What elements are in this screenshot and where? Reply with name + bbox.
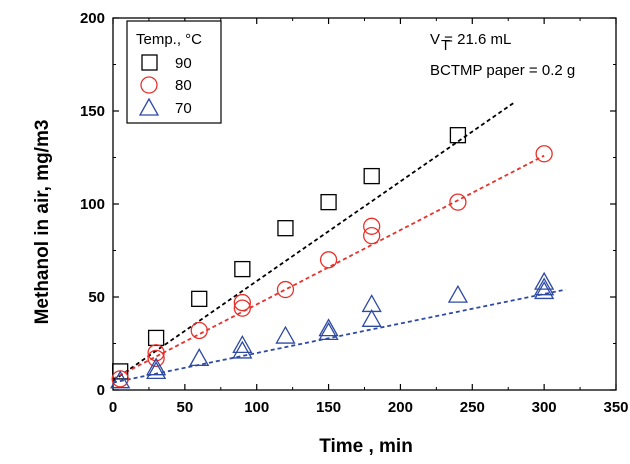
legend: Temp., °C 90 80 70 — [126, 20, 222, 124]
marker-triangle-70 — [110, 370, 131, 389]
marker-triangle-70 — [534, 271, 555, 290]
marker-triangle-70 — [361, 308, 382, 327]
y-tick-label: 150 — [80, 103, 105, 120]
marker-triangle-70 — [232, 335, 253, 354]
x-tick-label: 200 — [388, 399, 413, 416]
marker-triangle-70 — [275, 325, 296, 344]
marker-circle-80 — [233, 293, 251, 312]
x-tick-label: 250 — [460, 399, 485, 416]
y-tick-label: 200 — [80, 10, 105, 27]
annotation-paper: BCTMP paper = 0.2 g — [430, 62, 575, 79]
marker-square-90 — [320, 193, 337, 211]
fit-line-80 — [112, 154, 545, 380]
fit-line-90 — [112, 100, 516, 382]
annotation-volume-subscript: T — [441, 37, 450, 54]
marker-square-90 — [112, 363, 129, 380]
fit-line-70 — [112, 288, 566, 384]
legend-label-70: 70 — [175, 100, 192, 117]
legend-marker-square — [141, 54, 158, 71]
marker-circle-80 — [319, 251, 338, 269]
legend-label-80: 80 — [175, 77, 192, 94]
x-tick-label: 350 — [603, 399, 628, 416]
y-axis-label: Methanol in air, mg/m3 — [32, 120, 53, 325]
legend-title: Temp., °C — [136, 31, 202, 48]
marker-circle-80 — [363, 217, 381, 235]
marker-square-90 — [191, 290, 208, 308]
legend-marker-circle — [140, 76, 158, 94]
marker-circle-80 — [233, 299, 251, 317]
marker-circle-80 — [449, 193, 467, 211]
marker-triangle-70 — [534, 277, 555, 296]
marker-triangle-70 — [318, 322, 339, 340]
marker-circle-80 — [147, 349, 165, 368]
legend-box — [126, 20, 222, 124]
annotation-volume: V = 21.6 mL — [430, 31, 511, 48]
plot-axes: 0 50 100 150 200 250 300 350 0 50 100 150 200 — [80, 10, 629, 416]
x-tick-label: 50 — [177, 399, 194, 416]
x-axis-label: Time , min — [319, 436, 413, 457]
marker-triangle-70 — [232, 340, 253, 359]
marker-circle-80 — [276, 280, 295, 299]
marker-triangle-70 — [361, 294, 382, 313]
marker-square-90 — [234, 260, 251, 278]
marker-square-90 — [147, 329, 165, 347]
y-tick-label: 0 — [97, 382, 105, 399]
y-tick-label: 50 — [88, 289, 105, 306]
marker-circle-80 — [147, 344, 165, 362]
marker-square-90 — [363, 167, 380, 185]
marker-square-90 — [449, 127, 467, 144]
x-tick-label: 0 — [109, 399, 117, 416]
x-tick-label: 100 — [244, 399, 269, 416]
marker-triangle-70 — [146, 357, 167, 376]
fit-lines — [112, 100, 566, 384]
marker-triangle-70 — [534, 281, 555, 300]
data-markers — [110, 127, 555, 389]
legend-label-90: 90 — [175, 55, 192, 72]
legend-marker-triangle — [138, 97, 160, 116]
marker-circle-80 — [363, 226, 381, 245]
marker-square-90 — [277, 220, 294, 237]
x-tick-label: 150 — [316, 399, 341, 416]
marker-triangle-70 — [146, 361, 167, 380]
marker-circle-80 — [535, 145, 553, 163]
marker-circle-80 — [190, 321, 208, 340]
marker-triangle-70 — [318, 318, 339, 337]
x-tick-label: 300 — [532, 399, 557, 416]
y-tick-label: 100 — [80, 196, 105, 213]
marker-triangle-70 — [189, 348, 210, 367]
marker-triangle-70 — [447, 284, 469, 303]
